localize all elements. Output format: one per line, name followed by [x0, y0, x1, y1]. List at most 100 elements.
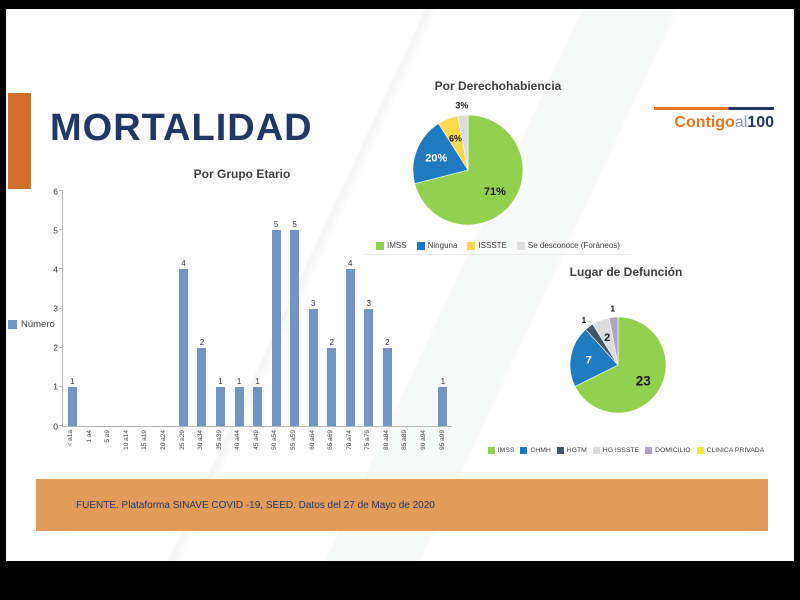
- bar-value-label: 1: [70, 376, 75, 386]
- legend-swatch: [645, 447, 653, 454]
- pie1-svg: 71% 20%6% 3%: [412, 101, 524, 226]
- bar-value-label: 5: [292, 220, 297, 230]
- legend-label: IMSS: [497, 447, 515, 454]
- title-accent-bar: [8, 93, 31, 189]
- legend-item: CHMH: [520, 447, 551, 454]
- bar-y-tick-label: 4: [53, 264, 58, 275]
- pie-value-label: 23: [636, 373, 652, 388]
- bar-x-tick-label: 80 a84: [382, 430, 390, 450]
- legend-label: DOMICILIO: [655, 447, 691, 454]
- legend-item: CLINICA PRIVADA: [696, 447, 765, 454]
- legend-label: Número: [21, 319, 55, 330]
- bar: [67, 386, 77, 426]
- bar-column: 1: [248, 191, 267, 426]
- bar-column: 2: [193, 191, 212, 426]
- bar: [234, 386, 244, 426]
- pie-value-label: 71%: [484, 186, 506, 198]
- legend-label: Ninguna: [427, 241, 458, 250]
- bar-column: 1: [434, 191, 453, 426]
- bar-column: 4: [341, 191, 360, 426]
- bar-x-tick-label: 60 a64: [308, 430, 316, 450]
- legend-item: Se desconoce (Foráneos): [516, 241, 620, 250]
- bar-y-tick-label: 0: [53, 420, 58, 431]
- bar-x-tick-label: 85 a89: [401, 430, 409, 450]
- pie-slice: [457, 114, 469, 171]
- bar-y-tick-mark: [59, 425, 63, 426]
- bar-y-tick-label: 2: [53, 342, 58, 353]
- slide: MORTALIDAD Contigoal100 Por Grupo Etario…: [6, 9, 794, 561]
- bar: [308, 308, 318, 426]
- bar: [216, 386, 226, 426]
- legend-swatch: [467, 241, 476, 250]
- bar-x-tick-label: 45 a49: [252, 430, 260, 450]
- bar: [271, 230, 281, 426]
- bar-chart-legend: Número: [8, 319, 55, 330]
- bar: [178, 269, 188, 426]
- bar: [382, 347, 392, 426]
- bar-y-tick-label: 5: [53, 224, 58, 235]
- bar-value-label: 5: [273, 220, 279, 230]
- bar-column: 1: [211, 191, 230, 426]
- pie1-title: Por Derechohabiencia: [434, 79, 562, 93]
- pie-slice: [574, 316, 667, 414]
- bar-x-tick-label: 55 a59: [289, 430, 297, 450]
- pie-slice: [569, 329, 619, 387]
- bar-column: 3: [304, 191, 323, 426]
- bar: [364, 308, 374, 426]
- bar-y-tick-mark: [59, 307, 63, 309]
- bar-y-tick-label: 6: [53, 185, 58, 196]
- bar: [290, 230, 300, 426]
- footer-source-text: FUENTE. Plataforma SINAVE COVID -19, SEE…: [76, 499, 435, 511]
- contigo-al-100-logo: Contigoal100: [614, 107, 774, 132]
- legend-item: ISSSTE: [467, 241, 507, 250]
- pie-value-label: 6%: [449, 133, 462, 143]
- pie-value-label: 7: [586, 354, 592, 366]
- logo-word-contigo: Contigo: [674, 114, 735, 131]
- pie1-legend: IMSS Ninguna ISSSTE Se desconoce (Foráneos): [364, 241, 632, 250]
- bar-column: [156, 191, 175, 426]
- pie2-title: Lugar de Defunción: [569, 265, 683, 279]
- legend-swatch: [696, 447, 704, 454]
- bar-x-tick-label: 25 a29: [178, 430, 186, 450]
- bar-column: 1: [63, 191, 82, 426]
- legend-label: CHMH: [530, 447, 551, 454]
- bar-x-tick-label: 40 a44: [234, 430, 242, 450]
- page-title: MORTALIDAD: [50, 107, 313, 149]
- legend-item: HGTM: [556, 447, 587, 454]
- bar-value-label: 2: [385, 337, 390, 347]
- bar-x-tick-label: 5 a9: [104, 430, 112, 443]
- logo-word-al: al: [734, 114, 748, 131]
- bar-y-tick-label: 3: [53, 303, 58, 314]
- bar-column: 3: [360, 191, 379, 426]
- bar-value-label: 1: [218, 376, 223, 386]
- bar-x-tick-label: 95 a99: [438, 430, 446, 450]
- legend-label: ISSSTE: [478, 241, 507, 250]
- pie-value-label: 2: [604, 332, 610, 344]
- legend-label: Se desconoce (Foráneos): [527, 241, 620, 250]
- bar-ticks: < a1a 1 a4 5 a9 10 a14 15 a19 20 a24 25 a29 30 …: [62, 427, 452, 475]
- logo-text: Contigoal100: [614, 114, 774, 132]
- bar-value-label: 3: [310, 298, 316, 308]
- bar-value-label: 4: [181, 259, 186, 269]
- lugar-defuncion-pie-chart: Lugar de Defunción 23 7 1 2 1 IMSS CHMH HGTM HG…: [476, 265, 776, 454]
- bar: [197, 347, 207, 426]
- bar-y-tick-mark: [59, 229, 63, 231]
- bar-value-label: 1: [440, 376, 446, 386]
- bar-x-tick-label: 30 a34: [197, 430, 205, 450]
- legend-swatch: [520, 447, 528, 454]
- legend-item: Ninguna: [416, 241, 458, 250]
- bar-y-tick-mark: [59, 385, 63, 387]
- bar: [327, 347, 337, 426]
- bar-value-label: 1: [236, 376, 242, 386]
- legend-label: CLINICA PRIVADA: [706, 447, 765, 454]
- pie2-legend: IMSS CHMH HGTM HG ISSSTE DOMICILIO CLINICA PR…: [476, 447, 776, 454]
- legend-swatch: [376, 241, 385, 250]
- bar-chart-title: Por Grupo Etario: [193, 167, 291, 181]
- bar: [253, 386, 263, 426]
- legend-swatch: [556, 447, 564, 454]
- legend-label: IMSS: [387, 241, 407, 250]
- bar-value-label: 4: [348, 259, 353, 269]
- bar-y-tick-mark: [59, 190, 63, 191]
- bar-x-tick-label: < a1a: [67, 430, 75, 447]
- legend-item: DOMICILIO: [645, 447, 691, 454]
